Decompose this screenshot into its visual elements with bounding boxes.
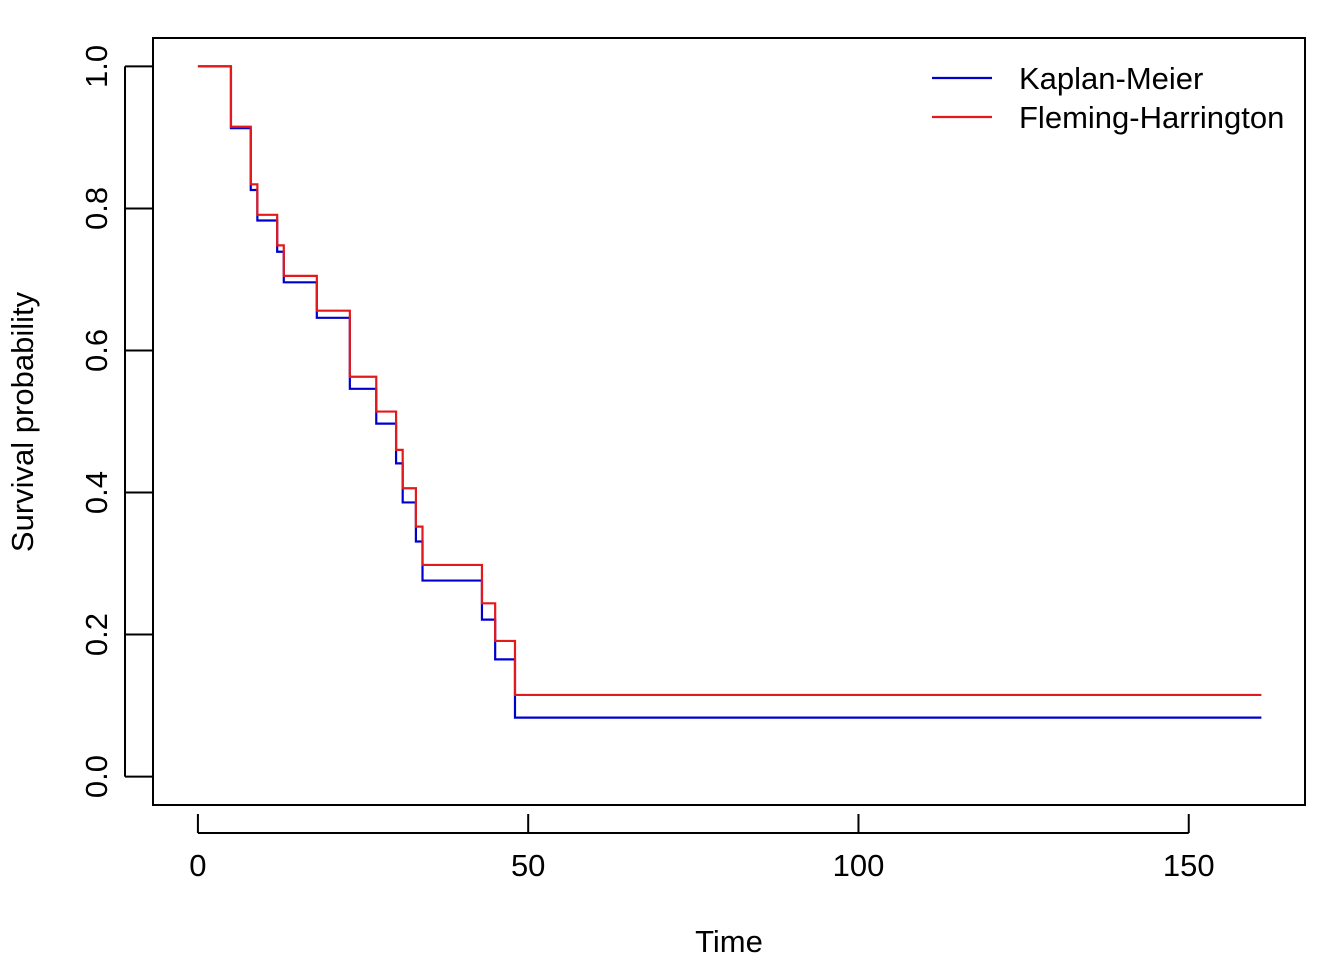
y-axis-title: Survival probability	[5, 291, 40, 552]
y-tick-label: 0.8	[79, 187, 114, 230]
series-line-fleming-harrington	[197, 65, 1262, 697]
y-axis: 0.0 0.2 0.4 0.6 0.8 1.0	[79, 45, 153, 798]
x-axis: 0 50 100 150	[189, 814, 1215, 883]
x-tick-label: 50	[511, 848, 545, 883]
y-tick-label: 1.0	[79, 45, 114, 88]
plot-frame	[152, 37, 1306, 806]
x-axis-title: Time	[695, 924, 763, 959]
series-line-kaplan-meier	[197, 65, 1262, 719]
y-tick-label: 0.6	[79, 329, 114, 372]
series-layer	[197, 65, 1262, 719]
legend-label: Kaplan-Meier	[1019, 61, 1203, 96]
y-tick-label: 0.2	[79, 613, 114, 656]
x-tick-label: 150	[1163, 848, 1215, 883]
legend-label: Fleming-Harrington	[1019, 100, 1284, 135]
legend: Kaplan-Meier Fleming-Harrington	[932, 61, 1284, 135]
y-tick-label: 0.4	[79, 471, 114, 514]
x-tick-label: 100	[833, 848, 885, 883]
x-tick-label: 0	[189, 848, 206, 883]
y-tick-label: 0.0	[79, 755, 114, 798]
